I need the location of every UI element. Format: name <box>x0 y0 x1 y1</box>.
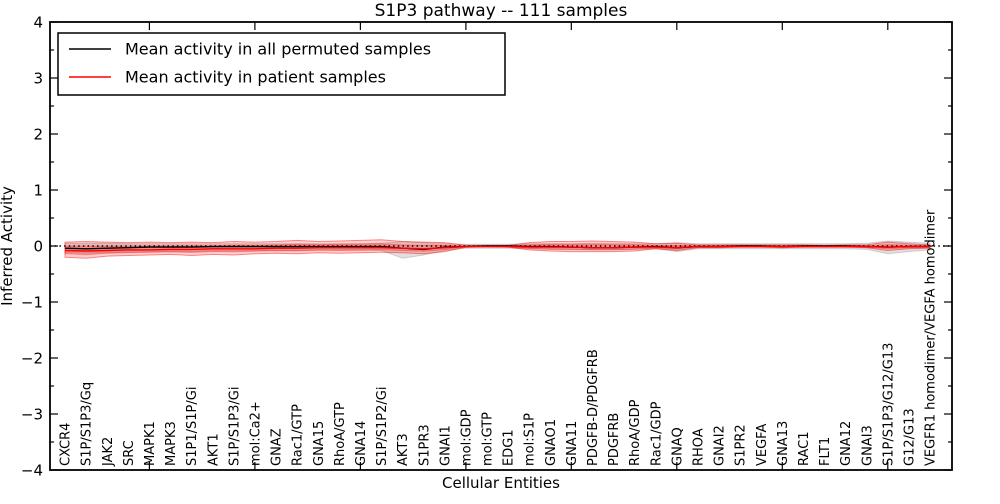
y-tick-label: −4 <box>21 461 43 479</box>
x-category-label: GNAO1 <box>544 419 559 466</box>
x-axis-label: Cellular Entities <box>442 474 560 492</box>
x-category-label: Rac1/GDP <box>649 401 664 466</box>
x-category-label: PDGFB-D/PDGFRB <box>586 349 601 466</box>
legend-label-patient: Mean activity in patient samples <box>125 68 386 87</box>
x-category-label: JAK2 <box>101 437 116 467</box>
x-category-label: VEGFR1 homodimer/VEGFA homodimer <box>924 209 939 466</box>
x-category-label: AKT3 <box>396 433 411 466</box>
x-category-label: GNAI1 <box>438 425 453 466</box>
x-category-label: mol:Ca2+ <box>248 401 263 466</box>
x-category-label: AKT1 <box>206 433 221 466</box>
legend: Mean activity in all permuted samples Me… <box>57 32 506 96</box>
x-category-labels-layer: CXCR4 S1P/S1P3/Gq JAK2 SRC MAPK1 MAPK3 S1P1/S1… <box>59 209 939 467</box>
y-tick-label: 3 <box>33 69 43 87</box>
legend-item-permuted: Mean activity in all permuted samples <box>69 40 431 59</box>
x-category-label: G12/G13 <box>902 408 917 466</box>
x-category-label: RhoA/GDP <box>628 399 643 466</box>
mean-lines-layer <box>64 245 930 252</box>
x-category-label: S1P/S1P3/Gq <box>80 382 95 466</box>
y-tick-label: −2 <box>21 349 43 367</box>
x-category-label: MAPK1 <box>143 421 158 466</box>
x-category-label: GNAQ <box>670 427 685 466</box>
x-category-label: S1P/S1P3/Gi <box>227 387 242 466</box>
chart-title: S1P3 pathway -- 111 samples <box>375 1 628 21</box>
x-category-label: mol:GTP <box>481 412 496 466</box>
axis-ticks-layer: −4 −3 −2 −1 0 1 2 3 4 <box>21 13 952 479</box>
x-category-label: S1PR3 <box>417 424 432 466</box>
x-category-label: GNA11 <box>565 421 580 466</box>
x-category-label: S1P/S1P2/Gi <box>375 387 390 466</box>
x-category-label: S1PR2 <box>734 424 749 466</box>
y-tick-label: 0 <box>33 237 43 255</box>
y-tick-label: −3 <box>21 405 43 423</box>
x-category-label: MAPK3 <box>164 421 179 466</box>
y-tick-label: 1 <box>33 181 43 199</box>
legend-item-patient: Mean activity in patient samples <box>69 68 386 87</box>
x-category-label: mol:S1P <box>523 413 538 466</box>
x-category-label: RAC1 <box>797 431 812 466</box>
x-category-label: S1P1/S1P/Gi <box>185 387 200 466</box>
x-category-label: FLT1 <box>818 437 833 466</box>
band-patient-samples-spread-outer <box>64 239 931 259</box>
x-category-label: PDGFRB <box>607 413 622 466</box>
x-category-label: GNA13 <box>776 421 791 466</box>
x-category-label: EDG1 <box>502 429 517 466</box>
y-tick-label: −1 <box>21 293 43 311</box>
y-axis-label: Inferred Activity <box>0 186 16 306</box>
y-tick-label: 4 <box>33 13 43 31</box>
x-category-label: mol:GDP <box>459 409 474 466</box>
series-line-patient <box>64 245 930 252</box>
legend-label-permuted: Mean activity in all permuted samples <box>125 40 431 59</box>
x-category-label: RHOA <box>691 428 706 466</box>
y-tick-label: 2 <box>33 125 43 143</box>
x-category-label: S1P/S1P3/G12/G13 <box>881 343 896 466</box>
x-category-label: GNAI2 <box>713 425 728 466</box>
x-category-label: SRC <box>122 440 137 466</box>
x-category-label: CXCR4 <box>59 423 74 466</box>
x-category-label: GNA14 <box>354 421 369 466</box>
legend-box <box>57 32 506 96</box>
x-category-label: VEGFA <box>755 424 770 466</box>
x-category-label: GNA12 <box>839 421 854 466</box>
x-category-label: Rac1/GTP <box>291 404 306 466</box>
x-category-label: GNAI3 <box>860 425 875 466</box>
plot-frame <box>49 21 953 471</box>
x-category-label: GNA15 <box>312 421 327 466</box>
x-category-label: GNAZ <box>270 428 285 466</box>
x-category-label: RhoA/GTP <box>333 402 348 466</box>
